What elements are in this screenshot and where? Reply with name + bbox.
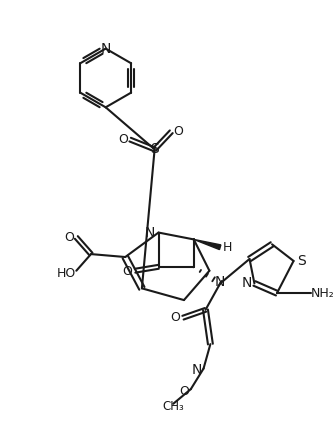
Text: NH₂: NH₂	[311, 287, 335, 300]
Text: HO: HO	[57, 267, 76, 280]
Text: O: O	[173, 125, 183, 138]
Text: N: N	[215, 275, 225, 289]
Text: S: S	[297, 254, 306, 268]
Text: O: O	[122, 265, 132, 278]
Text: O: O	[170, 311, 180, 324]
Text: O: O	[65, 231, 74, 244]
Text: N: N	[100, 42, 111, 56]
Text: S: S	[150, 142, 159, 156]
Text: N: N	[144, 226, 155, 240]
Text: N: N	[192, 363, 202, 377]
Text: O: O	[118, 133, 128, 146]
Polygon shape	[194, 239, 221, 249]
Text: O: O	[179, 385, 189, 397]
Text: H: H	[222, 241, 232, 254]
Text: CH₃: CH₃	[162, 400, 184, 413]
Text: N: N	[242, 276, 252, 290]
